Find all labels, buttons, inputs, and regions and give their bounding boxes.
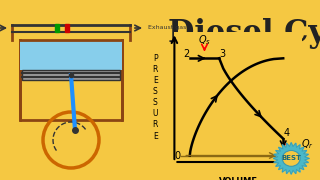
Text: 3: 3 xyxy=(219,49,226,59)
Text: VOLUME: VOLUME xyxy=(219,177,258,180)
Bar xyxy=(55,24,59,32)
Polygon shape xyxy=(273,143,309,174)
Text: $Q_s$: $Q_s$ xyxy=(198,33,211,47)
Polygon shape xyxy=(22,70,120,80)
Text: P
R
E
S
S
U
R
E: P R E S S U R E xyxy=(152,54,158,141)
Text: BEST: BEST xyxy=(281,155,301,161)
Circle shape xyxy=(282,150,300,166)
Text: 1: 1 xyxy=(283,151,290,161)
Polygon shape xyxy=(20,40,122,70)
Text: 0: 0 xyxy=(174,151,181,161)
Text: 2: 2 xyxy=(183,49,190,59)
Text: 4: 4 xyxy=(283,128,290,138)
Bar xyxy=(65,24,69,32)
Text: Exhaust gas: Exhaust gas xyxy=(148,26,186,30)
Text: $Q_r$: $Q_r$ xyxy=(301,137,314,151)
Text: Diesel Cycle: Diesel Cycle xyxy=(168,18,320,49)
